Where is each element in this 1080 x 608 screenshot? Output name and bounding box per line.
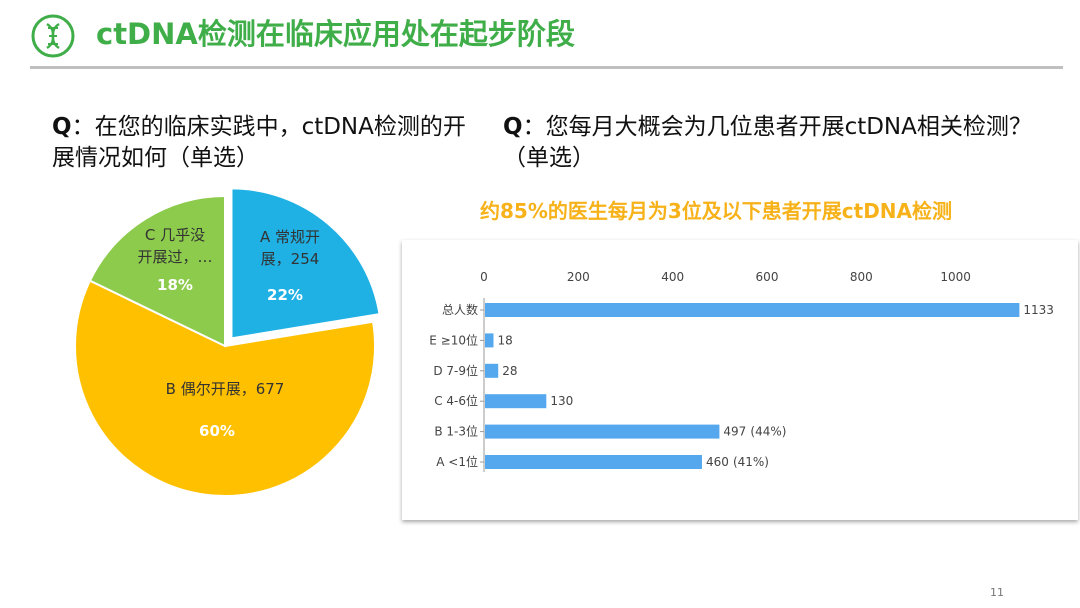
bar-chart: 0 200 400 600 800 1000 总人数 1133 E ≥10位 18 D 7-9位 28… bbox=[429, 270, 1054, 472]
highlight-callout: 约85%的医生每月为3位及以下患者开展ctDNA检测 bbox=[480, 199, 953, 223]
bar-percent-label: (41%) bbox=[733, 455, 769, 469]
category-label: 总人数 bbox=[442, 302, 478, 317]
right-question: Q：您每月大概会为几位患者开展ctDNA相关检测？（单选） bbox=[503, 112, 1073, 174]
x-tick-label: 0 bbox=[480, 270, 488, 284]
bar-value-label: 460 bbox=[706, 455, 729, 469]
pie-slice-label: B 偶尔开展，677 bbox=[166, 380, 285, 398]
x-tick-label: 1000 bbox=[940, 270, 971, 284]
x-tick-label: 600 bbox=[756, 270, 779, 284]
bar bbox=[485, 394, 547, 409]
bar bbox=[485, 303, 1020, 317]
question-prefix: Q bbox=[52, 114, 72, 140]
bar bbox=[485, 333, 494, 348]
pie-percent-label: 18% bbox=[157, 276, 193, 294]
bar-value-label: 18 bbox=[497, 333, 512, 347]
pie-slice bbox=[88, 194, 226, 348]
page-title: ctDNA检测在临床应用处在起步阶段 bbox=[96, 17, 575, 51]
pie-slice bbox=[230, 187, 381, 340]
category-label: D 7-9位 bbox=[433, 363, 478, 378]
category-label: B 1-3位 bbox=[434, 424, 478, 439]
category-label: C 4-6位 bbox=[434, 393, 478, 408]
question-text: ：在您的临床实践中，ctDNA检测的开展情况如何（单选） bbox=[52, 114, 466, 171]
bar bbox=[485, 363, 499, 378]
question-text: ：您每月大概会为几位患者开展ctDNA相关检测？（单选） bbox=[503, 114, 1032, 171]
x-tick-label: 800 bbox=[850, 270, 873, 284]
x-tick-label: 400 bbox=[661, 270, 684, 284]
bar bbox=[485, 455, 702, 469]
question-prefix: Q bbox=[503, 114, 523, 140]
bar-value-label: 1133 bbox=[1023, 303, 1054, 317]
bar bbox=[485, 424, 720, 439]
page-number: 11 bbox=[990, 586, 1004, 599]
bar-value-label: 497 bbox=[723, 425, 746, 439]
dna-icon bbox=[31, 14, 75, 58]
left-question: Q：在您的临床实践中，ctDNA检测的开展情况如何（单选） bbox=[52, 112, 482, 174]
bar-value-label: 28 bbox=[502, 364, 517, 378]
pie-percent-label: 60% bbox=[199, 422, 235, 440]
pie-slice bbox=[74, 279, 376, 497]
title-divider bbox=[30, 66, 1063, 69]
bar-value-label: 130 bbox=[550, 394, 573, 408]
bar-chart-panel: 0 200 400 600 800 1000 总人数 1133 E ≥10位 18 D 7-9位 28… bbox=[402, 240, 1078, 520]
pie-slice-label: C 几乎没 bbox=[145, 226, 205, 244]
pie-slice-label: 开展过，… bbox=[137, 248, 212, 266]
pie-percent-label: 22% bbox=[267, 286, 303, 304]
pie-slice-label: 展，254 bbox=[261, 250, 320, 268]
x-tick-label: 200 bbox=[567, 270, 590, 284]
category-label: E ≥10位 bbox=[429, 332, 478, 347]
category-label: A <1位 bbox=[436, 454, 478, 469]
bar-percent-label: (44%) bbox=[750, 425, 786, 439]
pie-slice-label: A 常规开 bbox=[260, 228, 320, 246]
